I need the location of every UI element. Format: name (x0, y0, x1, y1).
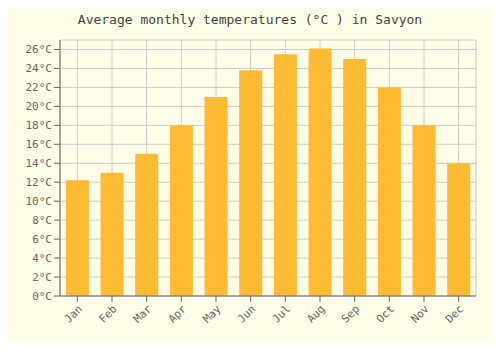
svg-text:Aug: Aug (304, 302, 327, 325)
svg-text:0°C: 0°C (32, 290, 52, 303)
svg-text:20°C: 20°C (26, 100, 53, 113)
svg-text:18°C: 18°C (26, 119, 53, 132)
svg-text:Jun: Jun (235, 302, 258, 325)
svg-text:4°C: 4°C (32, 252, 52, 265)
svg-text:24°C: 24°C (26, 62, 53, 75)
svg-text:2°C: 2°C (32, 271, 52, 284)
svg-text:6°C: 6°C (32, 233, 52, 246)
svg-text:Feb: Feb (96, 302, 119, 325)
html-text:Average monthly temperatures (: Average monthly temperatures (°C ) in Sa… (77, 12, 423, 27)
svg-text:Dec: Dec (443, 302, 466, 325)
svg-text:14°C: 14°C (26, 157, 53, 170)
svg-text:10°C: 10°C (26, 195, 53, 208)
svg-text:12°C: 12°C (26, 176, 53, 189)
svg-text:Jul: Jul (270, 302, 293, 325)
svg-text:Jan: Jan (62, 302, 85, 325)
svg-text:Nov: Nov (408, 302, 432, 326)
svg-text:16°C: 16°C (26, 138, 53, 151)
svg-text:22°C: 22°C (26, 81, 53, 94)
svg-text:Sep: Sep (339, 302, 362, 325)
svg-text:8°C: 8°C (32, 214, 52, 227)
svg-text:Mar: Mar (131, 302, 155, 326)
svg-text:Oct: Oct (374, 302, 397, 325)
svg-text:Apr: Apr (166, 302, 190, 326)
svg-text:May: May (200, 302, 224, 326)
svg-text:26°C: 26°C (26, 43, 53, 56)
